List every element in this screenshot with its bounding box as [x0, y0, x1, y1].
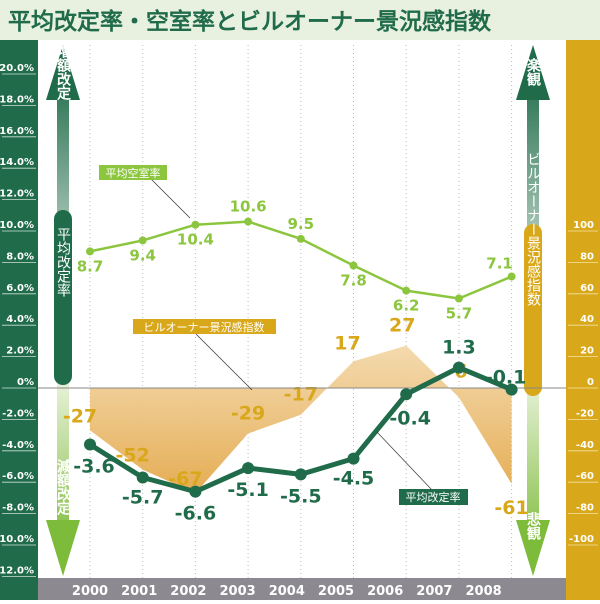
left-tick-label: 4.0%: [6, 314, 34, 325]
owner-index-value-label: 27: [389, 315, 415, 337]
year-label: 2007: [416, 584, 452, 599]
owner-callout-line: [196, 334, 252, 390]
year-label: 2000: [72, 584, 108, 599]
rate-callout-line: [377, 432, 432, 490]
right-tick-label: -60: [576, 471, 594, 482]
rate-point: [84, 439, 96, 451]
vacancy-callout-line: [150, 178, 190, 218]
left-tick-label: -6.0%: [2, 471, 34, 482]
year-label: 2008: [466, 584, 502, 599]
owner-index-value-label: -17: [284, 384, 318, 406]
year-label: 2005: [318, 584, 354, 599]
owner-index-value-label: -27: [63, 405, 97, 427]
year-label: 2003: [220, 584, 256, 599]
left-tick-label: 18.0%: [0, 94, 34, 105]
vacancy-point: [86, 247, 94, 255]
year-label: 2006: [367, 584, 403, 599]
left-arrow-up-label: 増額改定: [55, 43, 72, 101]
rate-point: [348, 453, 360, 465]
rate-point: [295, 468, 307, 480]
rate-value-label: -0.1: [485, 367, 527, 389]
vacancy-point: [191, 221, 199, 229]
vacancy-point: [350, 262, 358, 270]
rate-value-label: -0.4: [389, 407, 431, 429]
vacancy-legend-label: 平均空室率: [106, 166, 161, 180]
vacancy-value-label: 9.4: [129, 246, 156, 264]
year-label: 2002: [170, 584, 206, 599]
rate-value-label: -4.5: [333, 468, 375, 490]
rate-point: [453, 362, 465, 374]
left-tick-label: 10.0%: [0, 220, 34, 231]
right-tick-label: -100: [569, 534, 594, 545]
vacancy-value-label: 10.4: [177, 231, 214, 249]
left-tick-label: 16.0%: [0, 126, 34, 137]
left-tick-label: 2.0%: [6, 346, 34, 357]
right-tick-label: 0: [587, 377, 594, 388]
left-tick-label: 0%: [17, 377, 34, 388]
vacancy-value-label: 10.6: [230, 198, 267, 216]
right-tick-label: 60: [580, 283, 594, 294]
left-tick-label: 20.0%: [0, 63, 34, 74]
left-tick-label: -2.0%: [2, 408, 34, 419]
left-axis-label: 平均改定率: [55, 227, 71, 297]
left-tick-label: -12.0%: [0, 565, 34, 576]
right-tick-label: 40: [580, 314, 594, 325]
vacancy-point: [139, 236, 147, 244]
left-tick-label: 6.0%: [6, 283, 34, 294]
owner-index-value-label: -61: [494, 497, 528, 519]
vacancy-value-label: 8.7: [77, 257, 104, 275]
vacancy-point: [402, 287, 410, 295]
year-label: 2004: [269, 584, 305, 599]
vacancy-point: [244, 218, 252, 226]
rate-value-label: -6.6: [175, 503, 217, 525]
left-tick-label: -4.0%: [2, 440, 34, 451]
vacancy-value-label: 9.5: [288, 215, 315, 233]
right-axis-label: ビルオーナー景況感指数: [525, 152, 541, 306]
right-tick-label: -20: [576, 408, 594, 419]
rate-point: [137, 471, 149, 483]
rate-value-label: -5.1: [227, 479, 269, 501]
right-tick-label: 80: [580, 251, 594, 262]
vacancy-point: [508, 273, 516, 281]
rate-legend-label: 平均改定率: [406, 490, 461, 504]
left-arrow-down-label: 減額改定: [55, 458, 72, 516]
vacancy-value-label: 5.7: [446, 305, 473, 323]
right-tick-label: -80: [576, 503, 594, 514]
rate-value-label: 1.3: [442, 337, 476, 359]
owner-legend-label: ビルオーナー景況感指数: [144, 320, 265, 334]
rate-value-label: -5.5: [280, 485, 322, 507]
right-arrow-up-label: 楽観: [525, 57, 542, 87]
vacancy-point: [297, 235, 305, 243]
left-tick-label: -10.0%: [0, 534, 34, 545]
owner-index-value-label: -29: [231, 403, 265, 425]
rate-point: [242, 462, 254, 474]
rate-point: [400, 388, 412, 400]
year-label: 2001: [121, 584, 157, 599]
vacancy-value-label: 7.8: [340, 272, 367, 290]
rate-value-label: -3.6: [73, 456, 115, 478]
vacancy-value-label: 7.1: [486, 255, 513, 273]
vacancy-value-label: 6.2: [393, 297, 420, 315]
left-tick-label: 12.0%: [0, 189, 34, 200]
left-tick-label: 14.0%: [0, 157, 34, 168]
rate-point: [189, 486, 201, 498]
vacancy-point: [455, 295, 463, 303]
chart-title: 平均改定率・空室率とビルオーナー景況感指数: [8, 8, 492, 35]
right-tick-label: -40: [576, 440, 594, 451]
right-tick-label: 100: [573, 220, 594, 231]
owner-index-value-label: 17: [334, 332, 360, 354]
right-tick-label: 20: [580, 346, 594, 357]
rate-value-label: -5.7: [122, 486, 164, 508]
left-tick-label: -8.0%: [2, 503, 34, 514]
left-tick-label: 8.0%: [6, 251, 34, 262]
